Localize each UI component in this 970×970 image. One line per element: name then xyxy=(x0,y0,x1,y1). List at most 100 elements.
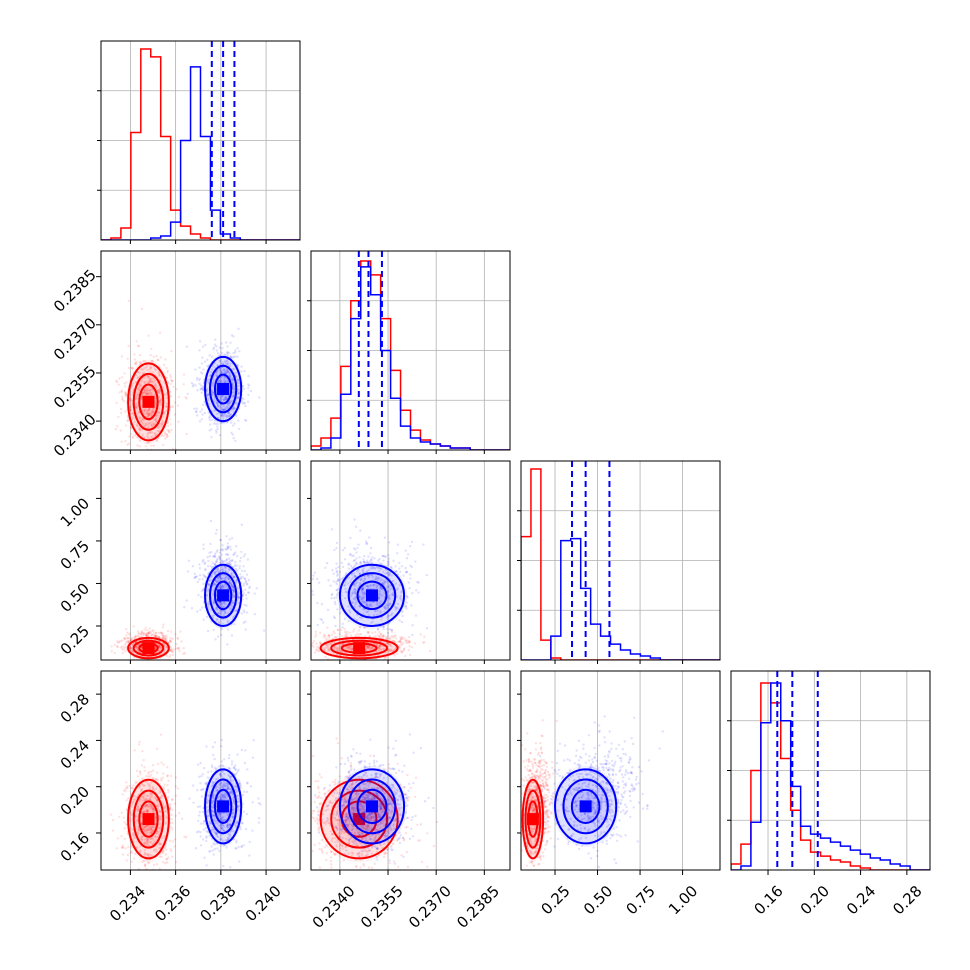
scatter-point xyxy=(207,799,210,803)
scatter-point xyxy=(381,581,385,585)
scatter-point xyxy=(146,409,149,413)
scatter-point xyxy=(387,642,390,645)
scatter-point xyxy=(223,398,226,401)
scatter-point xyxy=(355,581,359,584)
scatter-point xyxy=(225,359,229,362)
scatter-point xyxy=(216,569,220,572)
scatter-point xyxy=(145,804,149,807)
scatter-point xyxy=(330,633,334,636)
scatter-point xyxy=(379,566,382,570)
scatter-point xyxy=(139,354,142,357)
scatter-point xyxy=(141,777,144,780)
scatter-point xyxy=(164,806,168,810)
scatter-point xyxy=(326,657,330,660)
scatter-point xyxy=(377,634,380,637)
scatter-point xyxy=(232,576,235,579)
scatter-point xyxy=(169,848,172,851)
scatter-point xyxy=(128,632,131,635)
scatter-point xyxy=(130,860,134,863)
scatter-point xyxy=(149,805,153,808)
scatter-point xyxy=(206,393,210,396)
scatter-point xyxy=(225,558,228,562)
scatter-point xyxy=(216,847,219,850)
scatter-point xyxy=(359,596,362,599)
scatter-point xyxy=(143,391,146,394)
scatter-point xyxy=(127,797,130,800)
scatter-point xyxy=(225,575,229,579)
scatter-point xyxy=(219,781,222,785)
scatter-point xyxy=(222,408,225,412)
scatter-point xyxy=(388,650,392,653)
scatter-point xyxy=(137,411,140,414)
scatter-point xyxy=(228,823,231,826)
scatter-point xyxy=(170,826,173,829)
scatter-point xyxy=(231,589,234,592)
scatter-point xyxy=(336,570,339,573)
scatter-point xyxy=(134,635,137,638)
scatter-point xyxy=(151,359,154,363)
scatter-point xyxy=(153,848,156,851)
scatter-point xyxy=(219,538,222,542)
scatter-point xyxy=(303,642,305,644)
scatter-point xyxy=(220,406,224,410)
scatter-point xyxy=(147,631,150,635)
scatter-point xyxy=(198,810,201,814)
scatter-point xyxy=(143,865,147,868)
scatter-point xyxy=(157,803,160,806)
scatter-point xyxy=(135,807,139,811)
scatter-point xyxy=(159,826,163,829)
scatter-point xyxy=(242,398,245,401)
scatter-point xyxy=(378,631,381,634)
scatter-point xyxy=(227,577,230,580)
scatter-point xyxy=(218,609,222,612)
scatter-point xyxy=(110,645,113,648)
scatter-point xyxy=(411,592,414,595)
scatter-point xyxy=(312,593,315,596)
scatter-point xyxy=(160,779,163,782)
scatter-point xyxy=(160,761,163,764)
scatter-point xyxy=(243,761,247,765)
scatter-point xyxy=(194,384,197,387)
scatter-point xyxy=(125,634,128,637)
scatter-point xyxy=(163,637,167,640)
scatter-point xyxy=(165,376,169,380)
scatter-point xyxy=(247,387,250,390)
scatter-point xyxy=(211,355,214,358)
scatter-point xyxy=(147,861,150,864)
scatter-point xyxy=(398,561,401,564)
scatter-point xyxy=(417,591,420,594)
scatter-point xyxy=(147,772,150,775)
scatter-point xyxy=(167,788,170,792)
scatter-point xyxy=(351,591,354,595)
scatter-point xyxy=(171,808,174,812)
scatter-point xyxy=(336,579,339,582)
scatter-point xyxy=(129,647,132,650)
scatter-point xyxy=(227,832,230,836)
scatter-point xyxy=(140,633,143,636)
scatter-point xyxy=(221,576,224,580)
scatter-point xyxy=(206,565,210,568)
scatter-point xyxy=(389,649,393,652)
scatter-point xyxy=(379,600,383,603)
scatter-point xyxy=(224,570,227,573)
scatter-point xyxy=(334,581,338,584)
scatter-point xyxy=(170,650,173,653)
scatter-point xyxy=(198,563,201,566)
scatter-point xyxy=(398,640,401,643)
scatter-point xyxy=(344,630,347,633)
scatter-point xyxy=(224,611,227,614)
scatter-point xyxy=(142,632,145,635)
scatter-point xyxy=(123,646,126,649)
scatter-point xyxy=(406,639,410,642)
scatter-point xyxy=(208,551,211,554)
scatter-point xyxy=(377,597,381,601)
scatter-point xyxy=(387,554,390,557)
scatter-point xyxy=(228,567,231,571)
scatter-point xyxy=(140,630,143,633)
scatter-point xyxy=(221,412,224,416)
scatter-point xyxy=(129,646,132,650)
scatter-point xyxy=(146,853,150,856)
scatter-point xyxy=(193,576,196,580)
scatter-point xyxy=(124,650,127,653)
scatter-point xyxy=(135,360,138,364)
